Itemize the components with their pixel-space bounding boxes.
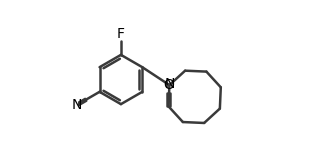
Text: N: N	[165, 77, 175, 91]
Text: F: F	[117, 27, 125, 41]
Text: N: N	[71, 98, 82, 112]
Text: O: O	[163, 78, 174, 92]
